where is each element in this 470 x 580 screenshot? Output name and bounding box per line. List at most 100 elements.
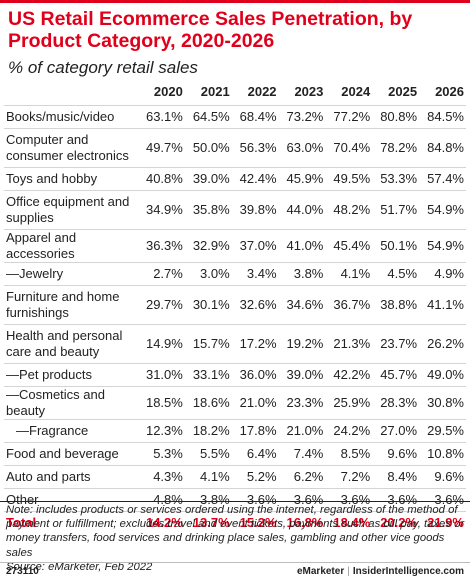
note-divider (0, 501, 470, 502)
row-label: —Jewelry (6, 265, 64, 281)
value-cell: 40.8% (145, 170, 183, 186)
row-label-cell: Furniture and home furnishings (4, 285, 138, 324)
value-cell: 21.0% (239, 394, 277, 410)
total-row: Total 14.2% 13.7% 15.2% 16.8% 18.4% 20.2% 21.9% (4, 511, 466, 535)
total-value-cell: 20.2% (380, 515, 418, 531)
value-cell: 21.0% (286, 422, 324, 438)
table-row: Toys and hobby 40.8% 39.0% 42.4% 45.9% 49.5% 5… (4, 167, 466, 190)
row-label-cell: Computer and consumer electronics (4, 128, 138, 167)
value-cell: 39.8% (239, 201, 277, 217)
value-cell: 29.5% (427, 422, 464, 438)
value-cell: 18.2% (192, 422, 230, 438)
value-cell: 32.9% (192, 237, 230, 253)
value-cell: 30.1% (192, 296, 230, 312)
chart-id: 273110 (6, 566, 39, 577)
value-cell: 4.8% (153, 491, 183, 507)
value-cell: 45.4% (333, 237, 371, 253)
row-label-cell: —Pet products (4, 363, 138, 386)
value-cell: 49.5% (333, 170, 371, 186)
value-cell: 42.4% (239, 170, 277, 186)
value-cell: 2.7% (153, 265, 183, 281)
table-row: —Fragrance 12.3% 18.2% 17.8% 21.0% 24.2% 27.0%… (4, 419, 466, 442)
value-cell: 33.1% (192, 366, 230, 382)
value-cell: 50.0% (192, 139, 230, 155)
value-cell: 9.6% (387, 445, 418, 461)
value-cell: 23.3% (286, 394, 324, 410)
row-label-cell: Books/music/video (4, 105, 138, 128)
row-label-cell: Auto and parts (4, 465, 138, 488)
row-label-cell: Health and personal care and beauty (4, 324, 138, 363)
table-row: Auto and parts 4.3% 4.1% 5.2% 6.2% 7.2% 8.4% 9.… (4, 465, 466, 488)
value-cell: 3.6% (340, 491, 371, 507)
value-cell: 17.8% (239, 422, 277, 438)
column-header-2024: 2024 (341, 84, 371, 100)
value-cell: 48.2% (333, 201, 371, 217)
table-row: Apparel and accessories 36.3% 32.9% 37.0% 41… (4, 229, 466, 262)
row-label-cell: Office equipment and supplies (4, 190, 138, 229)
row-label: Office equipment and supplies (6, 193, 130, 225)
footnote: Note: includes products or services orde… (6, 503, 466, 574)
source-text: Source: eMarketer, Feb 2022 (6, 560, 153, 573)
value-cell: 3.6% (434, 491, 464, 507)
value-cell: 3.0% (200, 265, 230, 281)
value-cell: 17.2% (239, 335, 277, 351)
table-row: Books/music/video 63.1% 64.5% 68.4% 73.2% 77.… (4, 105, 466, 128)
value-cell: 4.1% (200, 468, 230, 484)
value-cell: 32.6% (239, 296, 277, 312)
total-value-cell: 15.2% (239, 515, 277, 531)
value-cell: 57.4% (427, 170, 464, 186)
value-cell: 28.3% (380, 394, 418, 410)
value-cell: 6.2% (293, 468, 324, 484)
column-header-2026: 2026 (435, 84, 464, 100)
row-label: Toys and hobby (6, 170, 98, 186)
value-cell: 25.9% (333, 394, 371, 410)
row-label-cell: Other (4, 488, 138, 511)
value-cell: 41.1% (427, 296, 464, 312)
value-cell: 18.5% (145, 394, 183, 410)
value-cell: 73.2% (286, 108, 324, 124)
column-header-2025: 2025 (388, 84, 418, 100)
row-label-cell: —Jewelry (4, 262, 138, 285)
value-cell: 4.9% (434, 265, 464, 281)
value-cell: 21.3% (333, 335, 371, 351)
value-cell: 9.6% (434, 468, 464, 484)
total-value-cell: 13.7% (192, 515, 230, 531)
value-cell: 27.0% (380, 422, 418, 438)
value-cell: 49.7% (145, 139, 183, 155)
value-cell: 12.3% (145, 422, 183, 438)
column-header-2023: 2023 (294, 84, 324, 100)
value-cell: 42.2% (333, 366, 371, 382)
chart-subtitle: % of category retail sales (8, 58, 198, 77)
row-label: Furniture and home furnishings (6, 288, 120, 320)
header-row: 2020 2021 2022 2023 2024 2025 2026 (4, 79, 466, 105)
value-cell: 8.4% (387, 468, 418, 484)
row-label: Computer and consumer electronics (6, 131, 129, 163)
value-cell: 64.5% (192, 108, 230, 124)
value-cell: 54.9% (427, 237, 464, 253)
total-value-cell: 21.9% (427, 515, 464, 531)
row-label: Books/music/video (6, 108, 115, 124)
value-cell: 18.6% (192, 394, 230, 410)
value-cell: 39.0% (286, 366, 324, 382)
value-cell: 77.2% (333, 108, 371, 124)
value-cell: 78.2% (380, 139, 418, 155)
total-value-cell: 16.8% (286, 515, 324, 531)
footer-divider (0, 562, 470, 563)
note-text: Note: includes products or services orde… (6, 504, 465, 559)
value-cell: 41.0% (286, 237, 324, 253)
total-value-cell: 18.4% (333, 515, 371, 531)
row-label: Other (6, 491, 39, 507)
value-cell: 3.6% (293, 491, 324, 507)
column-header-2021: 2021 (200, 84, 230, 100)
total-value-cell: 14.2% (145, 515, 183, 531)
row-label-cell: Apparel and accessories (4, 229, 138, 262)
value-cell: 51.7% (380, 201, 418, 217)
table-row: —Pet products 31.0% 33.1% 36.0% 39.0% 42.2% 45… (4, 363, 466, 386)
top-accent-rule (0, 0, 470, 3)
value-cell: 29.7% (145, 296, 183, 312)
value-cell: 45.7% (380, 366, 418, 382)
value-cell: 3.6% (246, 491, 277, 507)
value-cell: 4.1% (340, 265, 371, 281)
value-cell: 30.8% (427, 394, 464, 410)
value-cell: 5.5% (200, 445, 230, 461)
